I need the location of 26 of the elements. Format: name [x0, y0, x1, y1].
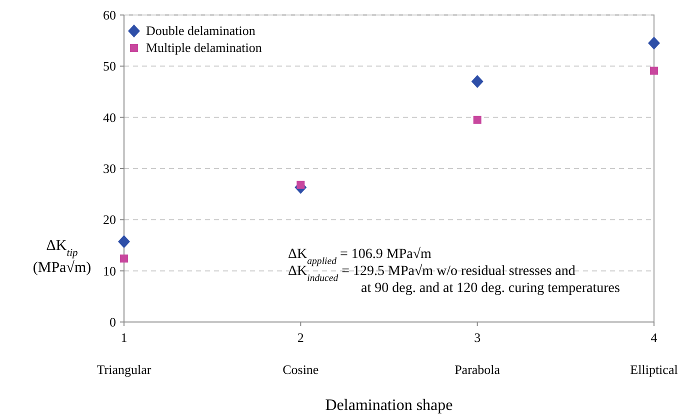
x-tick-label: Cosine — [282, 362, 319, 377]
point — [471, 75, 484, 88]
point — [118, 235, 130, 248]
y-tick-label: 20 — [103, 212, 116, 228]
y-axis-title: ΔK$_{tip}$ (MPa√m) — [32, 238, 92, 276]
text: 1 — [120, 330, 128, 345]
text: 4 — [650, 330, 658, 345]
y-tick-label: 50 — [103, 58, 116, 74]
text: 3 — [474, 330, 481, 345]
legend-label: Multiple delamination — [146, 40, 262, 55]
point — [648, 36, 660, 50]
point — [473, 116, 482, 124]
x-tick-label: Parabola — [454, 362, 500, 377]
text: 2 — [297, 330, 304, 345]
y-tick-label: 10 — [103, 263, 116, 278]
x-axis-title: Delamination shape — [325, 397, 453, 414]
y-tick-label: 30 — [103, 161, 116, 176]
y-tick-label: 0 — [110, 314, 116, 330]
point — [120, 254, 128, 263]
annotation: at 90 deg. and at 120 deg. curing temperatures — [361, 281, 620, 296]
y-tick-label: 40 — [103, 110, 116, 125]
x-tick-label: Elliptical — [630, 362, 678, 377]
point — [650, 66, 658, 75]
x-tick-label: Triangular — [96, 362, 152, 377]
legend-label: Double delamination — [146, 23, 256, 38]
y-tick-label: 60 — [103, 8, 116, 23]
